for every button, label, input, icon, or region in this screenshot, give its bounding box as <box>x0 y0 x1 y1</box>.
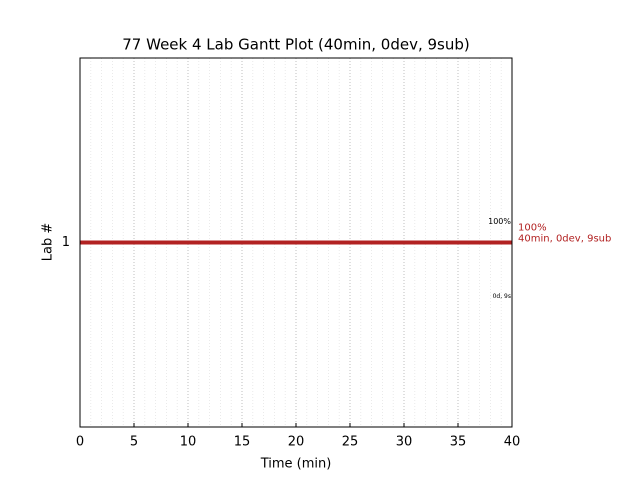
x-tick-label: 15 <box>234 435 251 450</box>
x-tick-label: 40 <box>504 435 521 450</box>
y-tick-label: 1 <box>62 235 70 250</box>
bar-note: 100% <box>488 217 511 226</box>
y-axis-label: Lab # <box>41 223 56 262</box>
bar-note: 0d, 9s <box>493 293 511 300</box>
x-tick-label: 30 <box>396 435 413 450</box>
x-tick-label: 0 <box>76 435 84 450</box>
bar-label: 100% <box>518 223 547 234</box>
bar-label: 40min, 0dev, 9sub <box>518 234 611 245</box>
plot-frame <box>79 57 513 428</box>
x-tick-label: 35 <box>450 435 467 450</box>
x-tick-label: 10 <box>180 435 197 450</box>
x-tick-label: 5 <box>130 435 138 450</box>
x-axis-label: Time (min) <box>260 457 332 472</box>
x-tick-label: 20 <box>288 435 305 450</box>
x-tick-label: 25 <box>342 435 359 450</box>
chart-title: 77 Week 4 Lab Gantt Plot (40min, 0dev, 9… <box>122 36 469 54</box>
